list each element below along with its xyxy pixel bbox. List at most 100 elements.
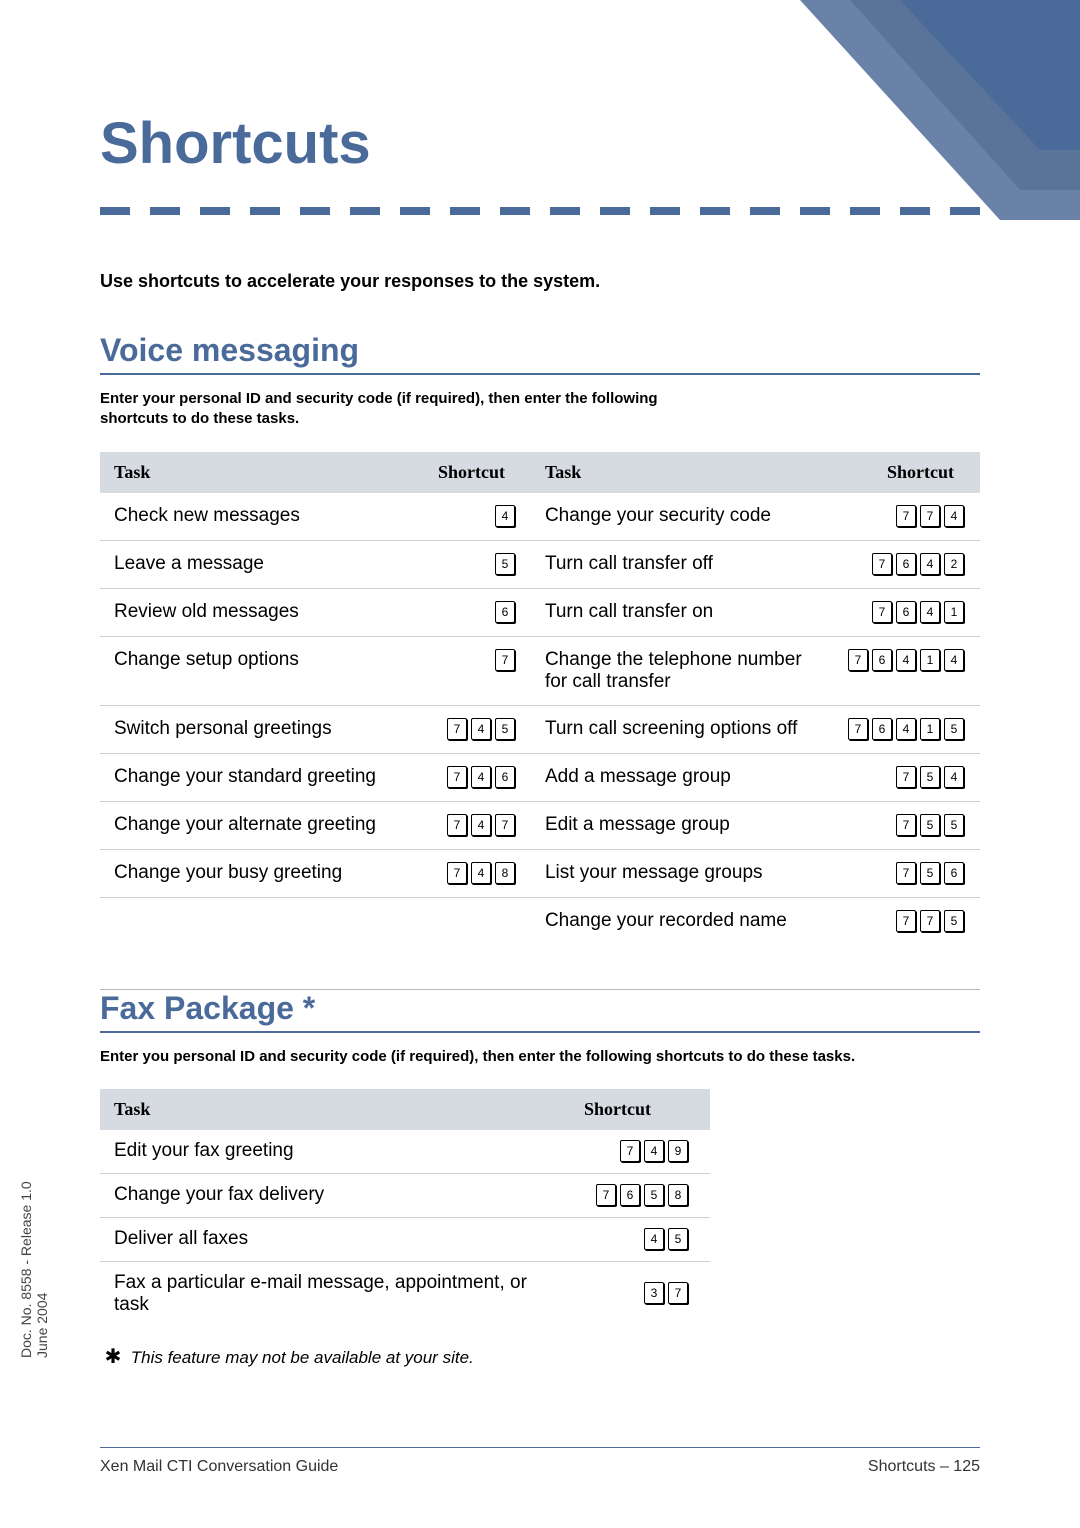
keycap: 4: [495, 505, 515, 527]
keycap: 5: [920, 766, 940, 788]
table-row: Switch personal greetings745Turn call sc…: [100, 705, 980, 753]
keycap: 6: [896, 553, 916, 575]
task-cell: Edit a message group: [531, 801, 832, 849]
task-cell: Fax a particular e-mail message, appoint…: [100, 1261, 570, 1326]
footer-right: Shortcuts – 125: [868, 1458, 980, 1476]
keycap: 5: [944, 718, 964, 740]
keycap: 4: [896, 649, 916, 671]
page-footer: Xen Mail CTI Conversation Guide Shortcut…: [100, 1447, 980, 1476]
keycap: 4: [644, 1228, 664, 1250]
keycap: 6: [620, 1184, 640, 1206]
task-cell: Turn call screening options off: [531, 705, 832, 753]
shortcut-cell: 755: [832, 801, 980, 849]
voice-sub: Enter your personal ID and security code…: [100, 389, 720, 430]
corner-decoration: [740, 0, 1080, 220]
table-row: Change your fax delivery 7658: [100, 1173, 710, 1217]
shortcut-cell: 749: [570, 1130, 710, 1174]
keycap: 1: [920, 718, 940, 740]
footnote-text: This feature may not be available at you…: [131, 1348, 474, 1367]
footer-left: Xen Mail CTI Conversation Guide: [100, 1458, 338, 1476]
fax-table: Task Shortcut Edit your fax greeting749C…: [100, 1089, 710, 1326]
keycap: 6: [896, 601, 916, 623]
task-cell: [100, 897, 401, 945]
voice-table: Task Shortcut Task Shortcut Check new me…: [100, 452, 980, 945]
shortcut-cell: 775: [832, 897, 980, 945]
keycap: 7: [896, 862, 916, 884]
task-cell: List your message groups: [531, 849, 832, 897]
task-cell: Switch personal greetings: [100, 705, 401, 753]
keycap: 5: [495, 553, 515, 575]
keycap: 4: [920, 553, 940, 575]
keycap: 7: [896, 766, 916, 788]
keycap: 5: [495, 718, 515, 740]
keycap: 4: [944, 766, 964, 788]
keycap: 7: [896, 910, 916, 932]
keycap: 6: [495, 766, 515, 788]
keycap: 8: [495, 862, 515, 884]
task-cell: Change setup options: [100, 636, 401, 705]
table-row: Leave a message 5 Turn call transfer off 76…: [100, 540, 980, 588]
keycap: 7: [872, 601, 892, 623]
keycap: 7: [872, 553, 892, 575]
col-task: Task: [531, 452, 832, 493]
shortcut-cell: 756: [832, 849, 980, 897]
keycap: 6: [872, 718, 892, 740]
keycap: 5: [644, 1184, 664, 1206]
keycap: 4: [896, 718, 916, 740]
fax-sub: Enter you personal ID and security code …: [100, 1047, 980, 1067]
keycap: 3: [644, 1282, 664, 1304]
shortcut-cell: 7: [401, 636, 531, 705]
task-cell: Deliver all faxes: [100, 1217, 570, 1261]
keycap: 7: [495, 649, 515, 671]
keycap: 7: [596, 1184, 616, 1206]
shortcut-cell: [401, 897, 531, 945]
fax-footnote: ✱ This feature may not be available at y…: [100, 1344, 980, 1369]
keycap: 4: [920, 601, 940, 623]
shortcut-cell: 76414: [832, 636, 980, 705]
table-row: Check new messages 4 Change your security …: [100, 493, 980, 541]
task-cell: Leave a message: [100, 540, 401, 588]
side-doc-info: Doc. No. 8558 - Release 1.0June 2004: [18, 1181, 50, 1358]
keycap: 2: [944, 553, 964, 575]
fax-heading: Fax Package *: [100, 990, 980, 1033]
table-row: Edit your fax greeting749: [100, 1130, 710, 1174]
task-cell: Turn call transfer on: [531, 588, 832, 636]
shortcut-cell: 6: [401, 588, 531, 636]
keycap: 4: [471, 766, 491, 788]
keycap: 8: [668, 1184, 688, 1206]
keycap: 7: [668, 1282, 688, 1304]
keycap: 7: [447, 814, 467, 836]
task-cell: Change the telephone number for call tra…: [531, 636, 832, 705]
keycap: 6: [944, 862, 964, 884]
task-cell: Change your security code: [531, 493, 832, 541]
table-row: Review old messages 6 Turn call transfer o…: [100, 588, 980, 636]
task-cell: Change your fax delivery: [100, 1173, 570, 1217]
keycap: 4: [471, 718, 491, 740]
col-shortcut: Shortcut: [832, 452, 980, 493]
task-cell: Review old messages: [100, 588, 401, 636]
keycap: 4: [471, 814, 491, 836]
keycap: 7: [896, 505, 916, 527]
task-cell: Change your busy greeting: [100, 849, 401, 897]
keycap: 4: [944, 649, 964, 671]
shortcut-cell: 746: [401, 753, 531, 801]
task-cell: Add a message group: [531, 753, 832, 801]
shortcut-cell: 5: [401, 540, 531, 588]
keycap: 6: [872, 649, 892, 671]
task-cell: Check new messages: [100, 493, 401, 541]
task-cell: Turn call transfer off: [531, 540, 832, 588]
shortcut-cell: 745: [401, 705, 531, 753]
shortcut-cell: 747: [401, 801, 531, 849]
keycap: 5: [944, 814, 964, 836]
col-task: Task: [100, 452, 401, 493]
keycap: 6: [495, 601, 515, 623]
keycap: 5: [668, 1228, 688, 1250]
table-row: Change setup options 7 Change the telephon…: [100, 636, 980, 705]
table-row: Fax a particular e-mail message, appoint…: [100, 1261, 710, 1326]
col-shortcut: Shortcut: [570, 1089, 710, 1130]
shortcut-cell: 37: [570, 1261, 710, 1326]
shortcut-cell: 748: [401, 849, 531, 897]
table-row: Deliver all faxes 45: [100, 1217, 710, 1261]
keycap: 5: [920, 862, 940, 884]
keycap: 1: [944, 601, 964, 623]
